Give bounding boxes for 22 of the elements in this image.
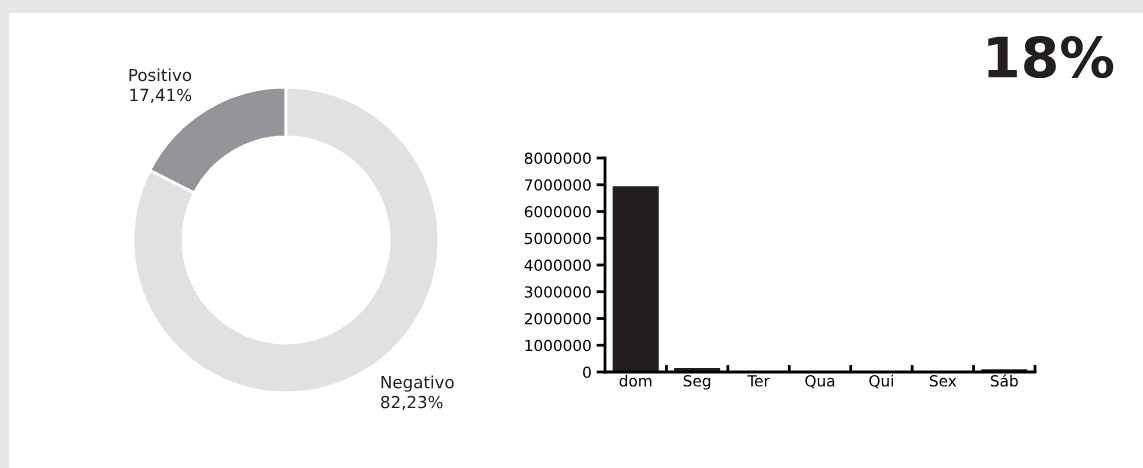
x-tick-label: dom: [619, 374, 652, 387]
x-tick-label: Qua: [805, 375, 835, 389]
data-label: 82,23%: [381, 395, 443, 411]
data-label: 17,41%: [130, 88, 192, 103]
y-tick-label: 7000000: [525, 179, 591, 191]
slice-label: Positivo: [129, 68, 192, 82]
text: 18%: [988, 36, 1114, 79]
x-tick-label: Qui: [869, 374, 893, 389]
y-tick-label: 6000000: [524, 205, 591, 218]
y-tick-label: 5000000: [524, 232, 591, 245]
x-tick-label: Seg: [683, 375, 711, 390]
x-tick-label: Sáb: [990, 374, 1018, 387]
y-tick-label: 3000000: [524, 286, 591, 298]
slice-label: Negativo: [381, 375, 454, 392]
x-tick-label: Ter: [747, 375, 770, 387]
y-tick-label: 4000000: [524, 259, 591, 272]
y-tick-label: 0: [583, 366, 591, 379]
y-tick-label: 8000000: [524, 152, 591, 165]
bar: [612, 186, 659, 372]
x-tick-label: Sex: [929, 375, 957, 387]
y-tick-label: 2000000: [524, 312, 591, 325]
y-tick-label: 1000000: [525, 339, 591, 352]
